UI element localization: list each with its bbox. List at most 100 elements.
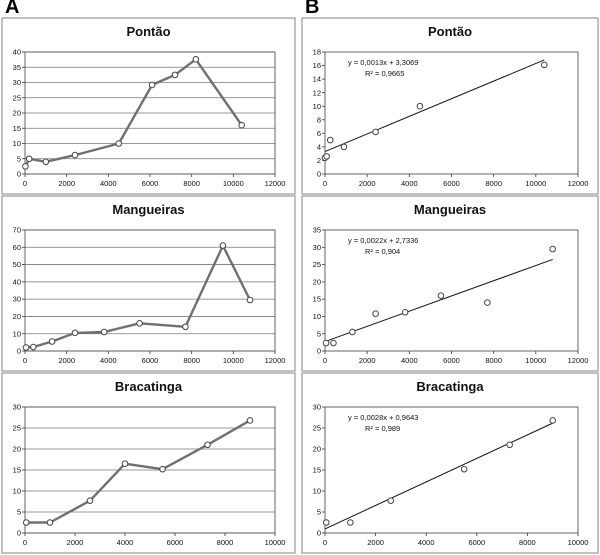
x-tick-label: 8000 <box>485 179 502 188</box>
x-tick-label: 4000 <box>117 538 134 547</box>
y-tick-label: 20 <box>313 277 321 286</box>
y-tick-label: 20 <box>13 445 21 454</box>
x-tick-label: 0 <box>23 356 27 365</box>
y-tick-label: 25 <box>13 424 21 433</box>
x-tick-label: 4000 <box>401 179 418 188</box>
y-tick-label: 25 <box>313 424 321 433</box>
data-point <box>349 328 356 336</box>
x-tick-label: 0 <box>323 538 327 547</box>
y-tick-label: 8 <box>317 115 321 124</box>
data-point <box>549 245 557 253</box>
y-tick-label: 10 <box>13 329 21 338</box>
x-tick-label: 2000 <box>58 356 75 365</box>
x-tick-label: 12000 <box>265 356 286 365</box>
x-tick-label: 0 <box>323 179 327 188</box>
x-tick-label: 0 <box>23 538 27 547</box>
trendline <box>324 258 553 343</box>
x-tick-label: 12000 <box>568 356 589 365</box>
r-squared-label: R² = 0,989 <box>365 424 400 433</box>
x-tick-label: 2000 <box>367 538 384 547</box>
y-tick-label: 25 <box>313 260 321 269</box>
y-tick-label: 0 <box>17 529 21 538</box>
x-tick-label: 2000 <box>58 179 75 188</box>
plot-area-border <box>24 51 276 175</box>
y-tick-label: 60 <box>13 243 21 252</box>
y-tick-label: 30 <box>313 243 321 252</box>
panel-frame <box>1 372 296 554</box>
x-tick-label: 8000 <box>485 356 502 365</box>
y-tick-label: 40 <box>13 277 21 286</box>
chart-title: Mangueiras <box>112 202 184 217</box>
y-tick-label: 10 <box>13 487 21 496</box>
x-tick-label: 10000 <box>223 179 244 188</box>
x-tick-label: 2000 <box>359 179 376 188</box>
chart-title: Pontão <box>126 24 170 39</box>
y-tick-label: 18 <box>313 48 321 57</box>
x-tick-label: 10000 <box>525 356 546 365</box>
y-tick-label: 5 <box>17 154 21 163</box>
data-point <box>171 71 179 79</box>
x-tick-label: 6000 <box>167 538 184 547</box>
panel-frame <box>301 17 599 195</box>
data-point <box>100 328 108 336</box>
data-point <box>401 308 409 316</box>
data-point <box>136 320 143 327</box>
y-tick-label: 15 <box>313 466 321 475</box>
y-tick-label: 12 <box>313 88 321 97</box>
x-tick-label: 6000 <box>443 356 460 365</box>
chart-a3: Bracatinga 0 5 10 15 20 25 30 0 2000 4000 6000 8000 1… <box>1 372 296 554</box>
chart-b2: Mangueiras 0 5 10 15 20 25 30 35 0 2000 4000 6000 800… <box>301 195 599 372</box>
y-tick-label: 30 <box>313 403 321 412</box>
plot-area-border <box>24 229 276 352</box>
data-point <box>46 519 54 526</box>
x-tick-label: 12000 <box>265 179 286 188</box>
x-tick-label: 8000 <box>183 179 200 188</box>
x-tick-label: 8000 <box>183 356 200 365</box>
plot-area-border <box>324 229 579 352</box>
chart-b3: Bracatinga 0 5 10 15 20 25 30 0 2000 4000 6000 8000 1… <box>301 372 599 554</box>
data-point <box>30 343 37 351</box>
data-point <box>460 465 468 473</box>
chart-title: Bracatinga <box>416 379 484 394</box>
y-tick-label: 20 <box>13 312 21 321</box>
data-point <box>340 143 348 151</box>
x-tick-label: 4000 <box>100 356 117 365</box>
data-point <box>192 56 200 63</box>
data-point <box>71 329 79 337</box>
trendline <box>324 422 553 530</box>
data-point <box>182 323 189 331</box>
y-tick-label: 10 <box>313 102 321 111</box>
data-point <box>86 497 94 504</box>
y-tick-label: 30 <box>13 403 21 412</box>
y-tick-label: 50 <box>13 260 21 269</box>
y-tick-label: 5 <box>317 508 321 517</box>
y-tick-label: 40 <box>13 48 21 57</box>
trendline-equation: y = 0,0013x + 3,3069 <box>348 58 418 67</box>
y-tick-label: 15 <box>13 466 21 475</box>
data-point <box>148 81 156 89</box>
x-tick-label: 6000 <box>443 179 460 188</box>
y-tick-label: 20 <box>13 109 21 118</box>
x-tick-label: 10000 <box>568 538 589 547</box>
data-point <box>71 151 79 159</box>
plot-area-border <box>24 406 276 534</box>
data-point <box>326 136 334 144</box>
y-tick-label: 5 <box>317 329 321 338</box>
panel-label-a: A <box>5 0 20 18</box>
plot-area-border <box>324 51 579 175</box>
y-tick-label: 30 <box>13 295 21 304</box>
x-tick-label: 2000 <box>67 538 84 547</box>
x-tick-label: 0 <box>23 179 27 188</box>
data-point <box>549 417 557 424</box>
y-tick-label: 10 <box>313 312 321 321</box>
data-point <box>42 158 50 166</box>
y-tick-label: 0 <box>17 170 21 179</box>
x-tick-label: 6000 <box>142 179 159 188</box>
data-point <box>204 441 211 449</box>
data-point <box>330 339 337 347</box>
y-tick-label: 0 <box>317 170 321 179</box>
data-point <box>506 441 513 449</box>
data-point <box>322 519 330 526</box>
x-tick-label: 4000 <box>401 356 418 365</box>
y-tick-label: 4 <box>317 142 321 151</box>
